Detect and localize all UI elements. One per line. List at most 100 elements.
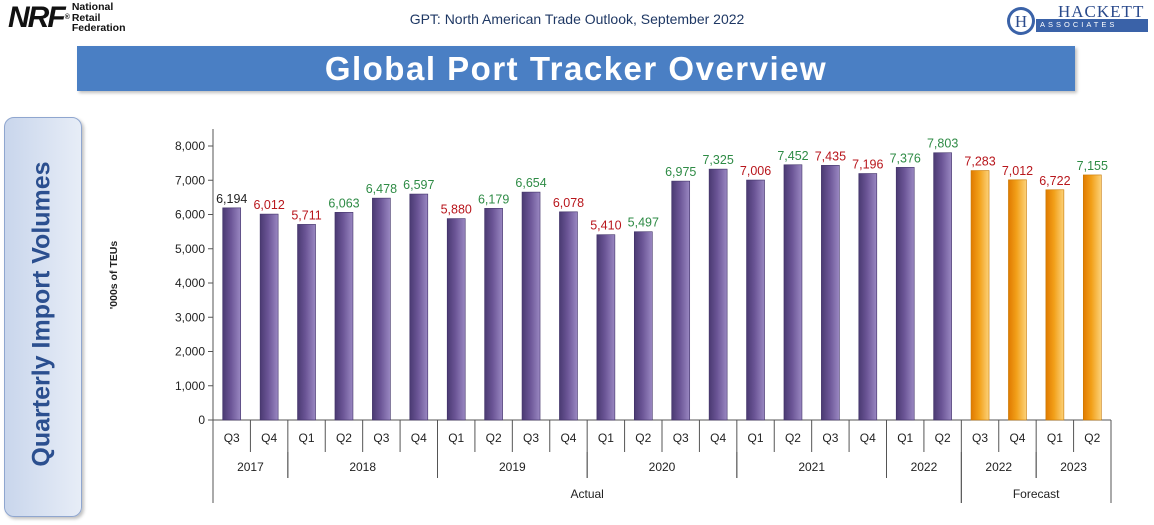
data-label: 6,975 [665,165,696,179]
x-tick-label-quarter: Q1 [1047,431,1063,445]
data-label: 7,012 [1002,164,1033,178]
y-tick-label: 3,000 [175,310,205,324]
report-title: GPT: North American Trade Outlook, Septe… [409,11,745,27]
bar [521,191,541,421]
x-tick-label-quarter: Q4 [560,431,576,445]
x-tick-label-quarter: Q1 [897,431,913,445]
x-tick-label-year: 2017 [237,460,264,474]
bar [1008,179,1027,421]
data-label: 5,880 [441,203,472,217]
y-tick-label: 6,000 [175,208,205,222]
bar [933,152,952,421]
svg-text:H: H [1015,12,1027,31]
x-tick-label-quarter: Q2 [635,431,651,445]
x-tick-label-quarter: Q1 [598,431,614,445]
x-tick-label-year: 2023 [1060,460,1087,474]
data-label: 7,376 [890,151,921,165]
bar [708,168,728,421]
bar [596,234,616,421]
data-label: 5,497 [628,216,659,230]
y-tick-label: 7,000 [175,173,205,187]
bar [446,218,466,421]
x-tick-label-quarter: Q4 [860,431,876,445]
bar [259,213,279,421]
data-label: 6,194 [216,192,247,206]
x-tick-label-quarter: Q3 [224,431,240,445]
bar [895,167,915,421]
x-tick-label-year: 2022 [911,460,938,474]
y-tick-label: 2,000 [175,345,205,359]
bar [409,193,429,421]
bar [297,224,316,421]
bar [1045,189,1065,421]
bar [970,170,990,421]
data-label: 6,722 [1039,174,1070,188]
nrf-logo-mark: NRF® [8,0,70,34]
x-tick-label-quarter: Q4 [710,431,726,445]
bar [783,164,803,421]
data-label: 7,435 [815,149,846,163]
data-label: 7,803 [927,137,958,151]
data-label: 6,179 [478,192,509,206]
y-tick-label: 0 [198,413,205,427]
data-label: 6,012 [253,198,284,212]
y-tick-label: 5,000 [175,242,205,256]
x-tick-label-quarter: Q3 [972,431,988,445]
bar [671,180,691,421]
y-axis-label: '000s of TEUs [108,241,120,310]
page-title-banner: Global Port Tracker Overview [77,46,1075,91]
y-tick-label: 8,000 [175,139,205,153]
x-tick-label-year: 2020 [649,460,676,474]
x-tick-label-quarter: Q3 [673,431,689,445]
x-tick-label-quarter: Q1 [299,431,315,445]
nrf-logo: NRF® National Retail Federation [8,2,126,34]
x-tick-label-quarter: Q2 [785,431,801,445]
x-tick-label-quarter: Q3 [822,431,838,445]
bar [372,197,391,421]
x-tick-label-quarter: Q4 [261,431,277,445]
x-tick-label-quarter: Q2 [1084,431,1100,445]
x-tick-label-quarter: Q1 [748,431,764,445]
x-tick-label-year: 2021 [798,460,825,474]
data-label: 6,654 [515,176,546,190]
hackett-badge-icon: H [1007,7,1035,35]
hackett-logo: H HACKETT ASSOCIATES [978,2,1148,36]
data-label: 7,325 [702,153,733,167]
data-label: 6,597 [403,178,434,192]
x-tick-label-quarter: Q3 [523,431,539,445]
data-label: 5,410 [590,219,621,233]
x-tick-label-quarter: Q2 [486,431,502,445]
x-group-label: Forecast [1013,487,1060,501]
data-label: 6,078 [553,196,584,210]
data-label: 7,006 [740,164,771,178]
bar [1082,174,1102,421]
bar [334,212,354,421]
data-label: 7,196 [852,158,883,172]
data-label: 5,711 [291,208,321,222]
bar [484,208,503,421]
data-label: 6,478 [366,182,397,196]
x-tick-label-year: 2018 [349,460,376,474]
data-label: 7,452 [777,149,808,163]
bar [222,207,242,421]
x-tick-label-year: 2022 [985,460,1012,474]
x-tick-label-quarter: Q4 [1009,431,1025,445]
bar [858,173,878,421]
x-tick-label-quarter: Q4 [411,431,427,445]
bar [559,211,578,421]
data-label: 7,155 [1077,159,1108,173]
bar [821,165,840,421]
nrf-logo-text: National Retail Federation [71,1,126,34]
bar [633,231,653,421]
x-tick-label-quarter: Q1 [448,431,464,445]
y-tick-label: 4,000 [175,276,205,290]
bar [746,179,765,421]
x-tick-label-quarter: Q2 [336,431,352,445]
x-tick-label-year: 2019 [499,460,526,474]
data-label: 7,283 [964,155,995,169]
x-group-label: Actual [570,487,603,501]
side-panel [4,117,82,517]
y-tick-label: 1,000 [175,379,205,393]
data-label: 6,063 [328,196,359,210]
